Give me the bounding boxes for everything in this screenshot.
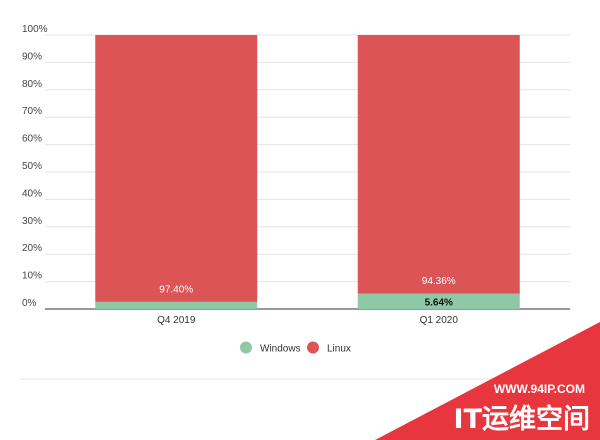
x-tick-label: Q1 2020 bbox=[420, 315, 459, 326]
x-tick-label: Q4 2019 bbox=[157, 315, 196, 326]
y-tick-label: 50% bbox=[22, 161, 42, 172]
y-tick-label: 30% bbox=[22, 216, 42, 227]
y-tick-label: 100% bbox=[22, 24, 48, 35]
y-tick-label: 20% bbox=[22, 243, 42, 254]
bar-windows bbox=[95, 301, 258, 309]
y-tick-label: 60% bbox=[22, 134, 42, 145]
bars bbox=[95, 35, 520, 309]
legend-label-windows: Windows bbox=[260, 344, 301, 355]
y-tick-label: 10% bbox=[22, 271, 42, 282]
data-label-linux: 94.36% bbox=[422, 276, 456, 287]
x-axis-ticks: Q4 2019 Q1 2020 bbox=[157, 315, 458, 326]
data-label-linux: 97.40% bbox=[159, 284, 193, 295]
bar-linux bbox=[95, 35, 258, 302]
data-labels: 97.40% 5.64% 94.36% bbox=[159, 276, 456, 308]
y-axis-ticks: 0% 10% 20% 30% 40% 50% 60% 70% 80% 90% 100% bbox=[22, 24, 48, 309]
legend-swatch-linux bbox=[307, 341, 319, 354]
legend-swatch-windows bbox=[240, 341, 252, 354]
y-tick-label: 0% bbox=[22, 298, 37, 309]
y-tick-label: 70% bbox=[22, 106, 42, 117]
data-label-windows: 5.64% bbox=[425, 297, 453, 308]
legend: Windows Linux bbox=[240, 341, 351, 355]
bar-linux bbox=[357, 35, 520, 294]
y-tick-label: 40% bbox=[22, 188, 42, 199]
legend-label-linux: Linux bbox=[327, 344, 351, 355]
bar-windows bbox=[357, 293, 520, 309]
y-tick-label: 80% bbox=[22, 79, 42, 90]
y-tick-label: 90% bbox=[22, 51, 42, 62]
